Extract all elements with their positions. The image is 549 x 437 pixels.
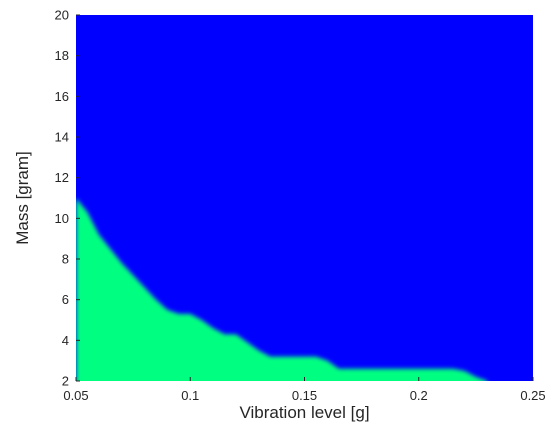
y-tick-label: 2 <box>62 374 69 389</box>
y-tick-label: 20 <box>55 8 69 23</box>
y-tick-label: 14 <box>55 130 69 145</box>
y-tick-label: 6 <box>62 292 69 307</box>
region-below-boundary <box>76 198 488 381</box>
x-tick-label: 0.25 <box>520 388 545 403</box>
x-tick-label: 0.05 <box>63 388 88 403</box>
y-tick-label: 4 <box>62 333 69 348</box>
y-tick-label: 18 <box>55 48 69 63</box>
x-tick-label: 0.2 <box>410 388 428 403</box>
y-axis-label: Mass [gram] <box>13 151 32 245</box>
y-tick-label: 10 <box>55 211 69 226</box>
x-tick-label: 0.15 <box>292 388 317 403</box>
y-tick-label: 12 <box>55 170 69 185</box>
y-tick-label: 16 <box>55 89 69 104</box>
x-axis-label: Vibration level [g] <box>239 403 369 422</box>
y-tick-label: 8 <box>62 252 69 267</box>
x-tick-label: 0.1 <box>181 388 199 403</box>
